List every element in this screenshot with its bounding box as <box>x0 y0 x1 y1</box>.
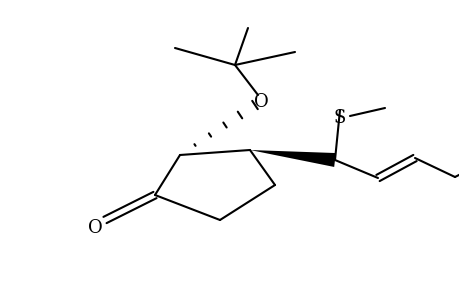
Text: O: O <box>87 219 102 237</box>
Polygon shape <box>249 150 335 167</box>
Text: S: S <box>333 109 346 127</box>
Text: O: O <box>253 93 268 111</box>
